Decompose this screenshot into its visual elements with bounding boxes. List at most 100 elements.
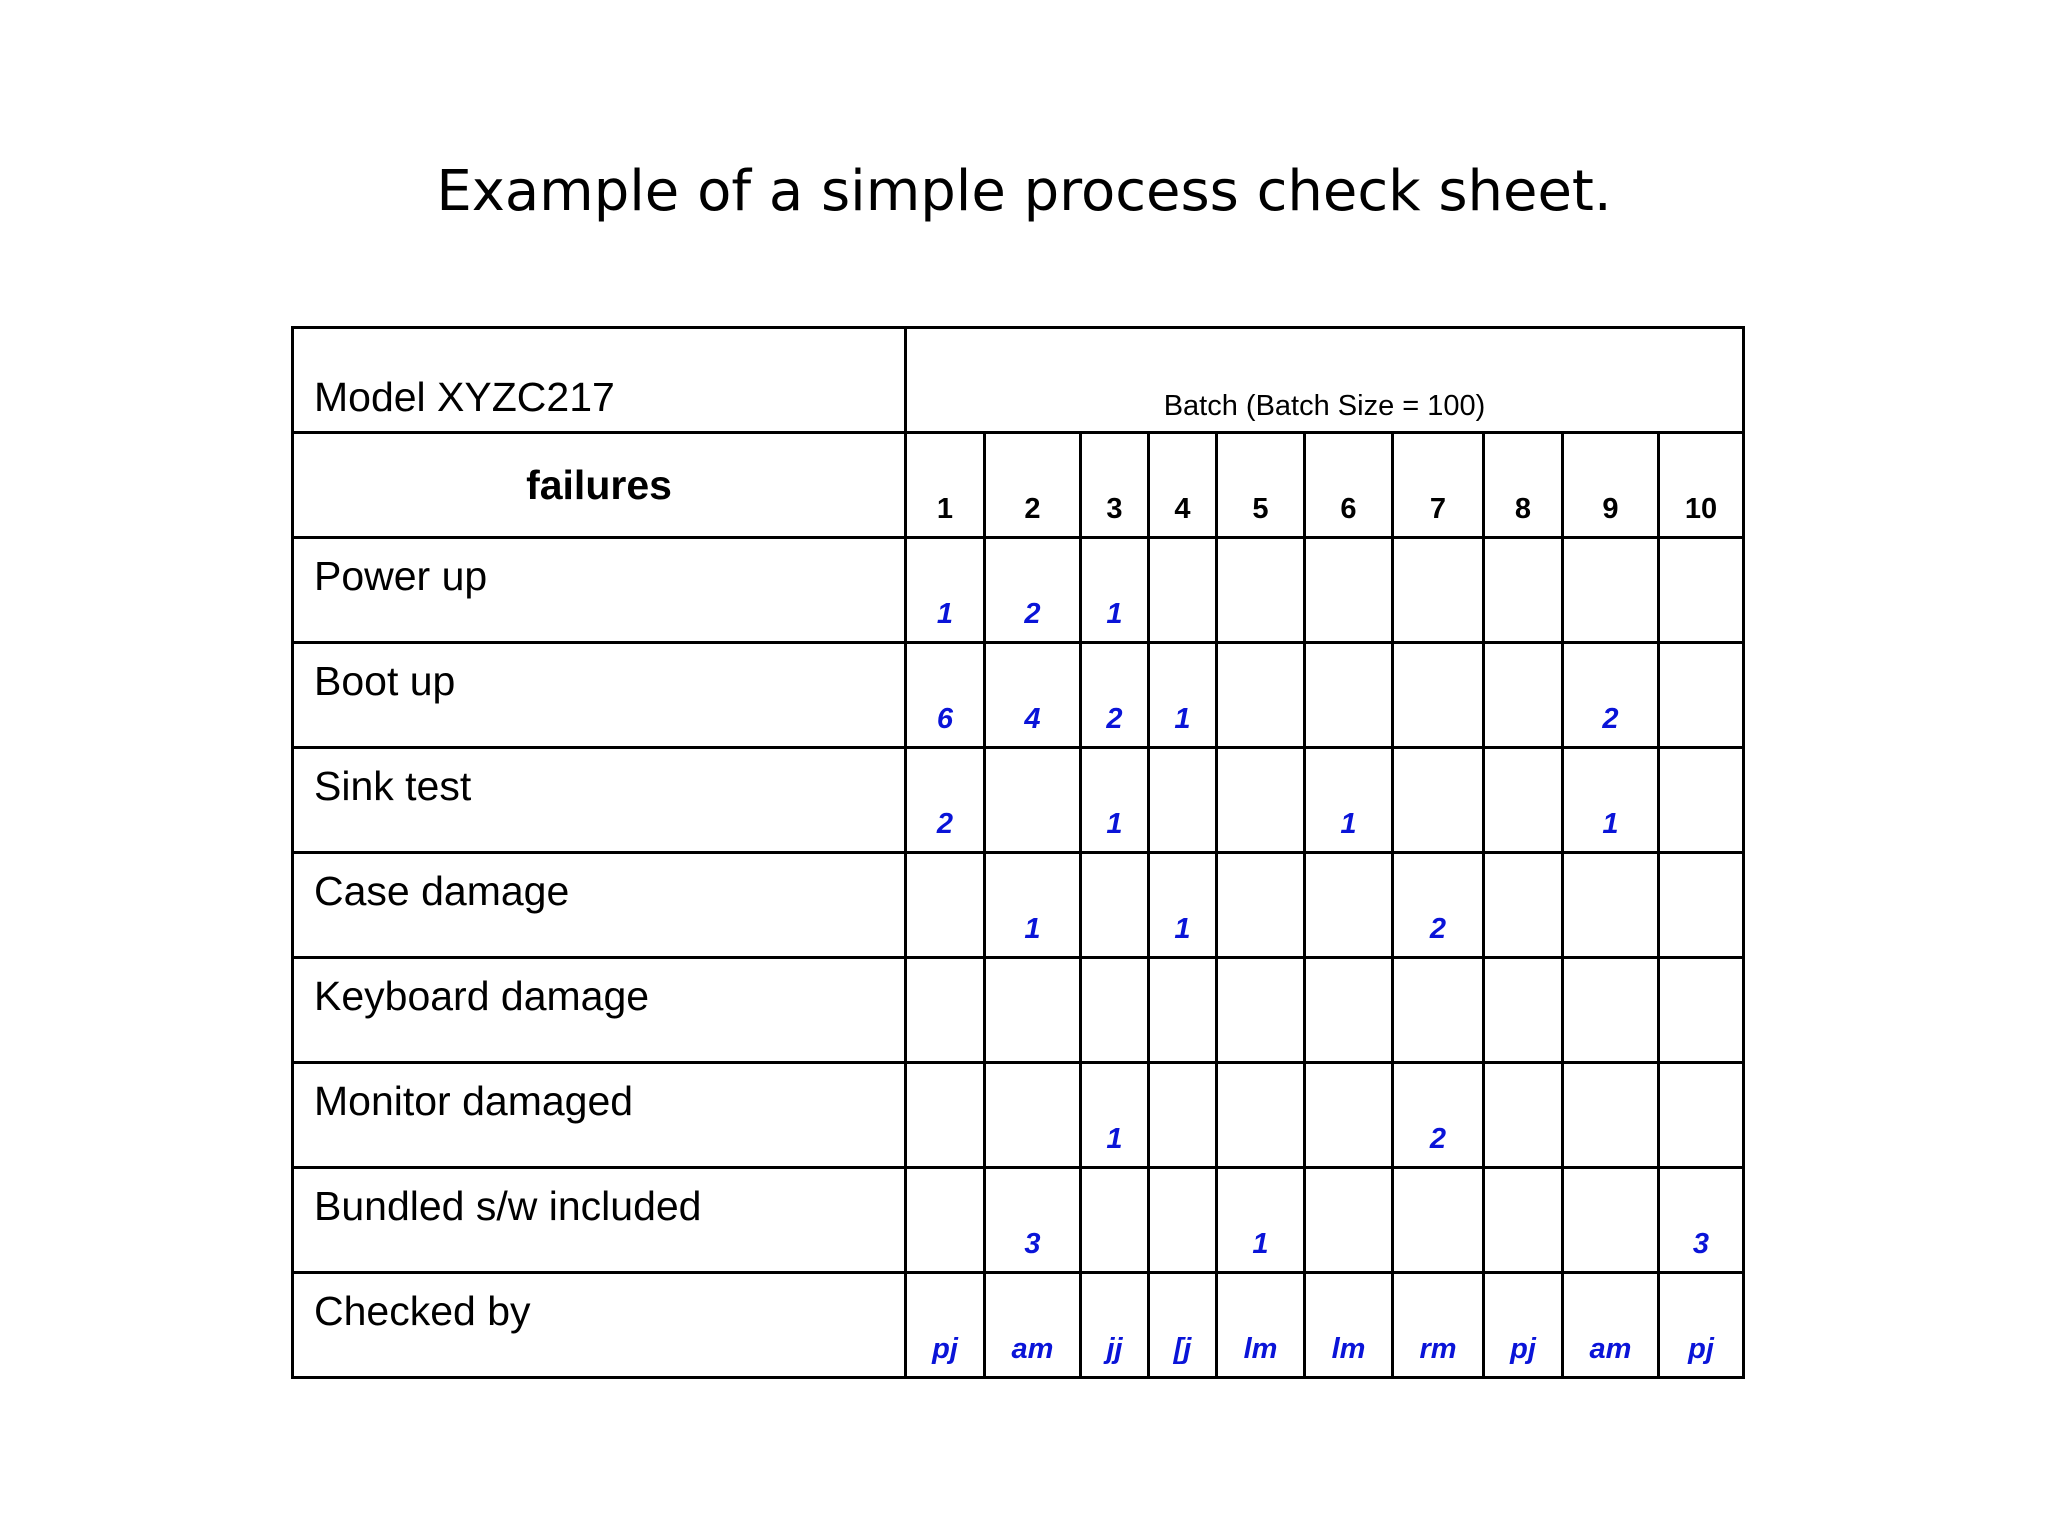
cell-value: pj — [1688, 1333, 1714, 1365]
cell-value: 2 — [1429, 913, 1447, 945]
value-cell — [1147, 1166, 1218, 1274]
cell-value: 1 — [1106, 808, 1123, 840]
value-cell: 1 — [904, 536, 986, 644]
cell-value — [1485, 630, 1561, 641]
batch-number-cell: 2 — [983, 431, 1082, 539]
value-cell — [1147, 956, 1218, 1064]
cell-value — [907, 1050, 983, 1061]
batch-header: Batch (Batch Size = 100) — [1163, 390, 1486, 422]
row-label: Case damage — [314, 868, 570, 914]
value-cell: 1 — [1303, 746, 1394, 854]
value-cell — [1303, 536, 1394, 644]
cell-value: lm — [1243, 1333, 1278, 1365]
row-label-cell: Boot up — [291, 641, 907, 749]
value-cell: 1 — [1147, 641, 1218, 749]
cell-value: 2 — [1429, 1123, 1447, 1155]
value-cell: am — [983, 1271, 1082, 1379]
row-label-cell: Sink test — [291, 746, 907, 854]
value-cell — [1391, 536, 1485, 644]
value-cell — [904, 956, 986, 1064]
value-cell — [904, 1166, 986, 1274]
cell-value — [1660, 735, 1742, 746]
table-row: Sink test 2 1 1 1 — [291, 746, 1745, 854]
cell-value: 1 — [1340, 808, 1357, 840]
value-cell — [1391, 956, 1485, 1064]
cell-value: 2 — [1602, 703, 1619, 735]
batch-number-cell: 4 — [1147, 431, 1218, 539]
cell-value — [1218, 735, 1303, 746]
value-cell — [1561, 1061, 1660, 1169]
value-cell — [1391, 641, 1485, 749]
value-cell — [1215, 956, 1306, 1064]
value-cell: 1 — [1147, 851, 1218, 959]
cell-value — [1485, 1260, 1561, 1271]
value-cell — [1482, 746, 1564, 854]
value-cell — [1303, 1166, 1394, 1274]
cell-value — [1660, 840, 1742, 851]
table-row: Boot up 6 4 2 1 2 — [291, 641, 1745, 749]
value-cell — [1079, 851, 1150, 959]
cell-value: 3 — [1692, 1228, 1710, 1260]
value-cell: pj — [1657, 1271, 1745, 1379]
value-cell — [1215, 851, 1306, 959]
cell-value: am — [1589, 1333, 1632, 1365]
value-cell — [1079, 1166, 1150, 1274]
value-cell: 2 — [983, 536, 1082, 644]
value-cell — [1561, 536, 1660, 644]
cell-value — [1082, 1050, 1147, 1061]
cell-value: pj — [932, 1333, 958, 1365]
cell-value: 1 — [1174, 703, 1191, 735]
value-cell — [904, 1061, 986, 1169]
value-cell: 1 — [983, 851, 1082, 959]
cell-value — [1564, 945, 1657, 956]
value-cell — [1561, 956, 1660, 1064]
cell-value: rm — [1419, 1333, 1457, 1365]
row-label: Bundled s/w included — [314, 1183, 702, 1229]
cell-value: 3 — [1024, 1228, 1041, 1260]
table-row: Monitor damaged 1 2 — [291, 1061, 1745, 1169]
page-title: Example of a simple process check sheet. — [436, 159, 1612, 224]
table-row: Keyboard damage — [291, 956, 1745, 1064]
value-cell — [1482, 956, 1564, 1064]
cell-value — [1394, 1050, 1482, 1061]
value-cell — [1657, 641, 1745, 749]
value-cell: am — [1561, 1271, 1660, 1379]
cell-value: 1 — [1106, 1123, 1123, 1155]
row-label: Boot up — [314, 658, 456, 704]
value-cell: jj — [1079, 1271, 1150, 1379]
cell-value: 2 — [936, 808, 954, 840]
cell-value — [1485, 1050, 1561, 1061]
cell-value: 1 — [936, 598, 954, 630]
model-cell: Model XYZC217 — [291, 326, 907, 434]
value-cell — [904, 851, 986, 959]
cell-value — [1485, 840, 1561, 851]
cell-value — [1150, 840, 1215, 851]
value-cell — [1657, 1061, 1745, 1169]
value-cell — [1147, 746, 1218, 854]
value-cell — [1147, 536, 1218, 644]
value-cell — [1657, 851, 1745, 959]
value-cell — [1215, 1061, 1306, 1169]
row-label: Checked by — [314, 1288, 531, 1334]
cell-value — [1485, 735, 1561, 746]
batch-header-cell: Batch (Batch Size = 100) — [904, 326, 1745, 434]
cell-value — [1660, 1155, 1742, 1166]
row-label-cell: Keyboard damage — [291, 956, 907, 1064]
batch-number: 7 — [1429, 493, 1447, 525]
cell-value: 1 — [1602, 808, 1619, 840]
cell-value — [1150, 1050, 1215, 1061]
value-cell — [1391, 1166, 1485, 1274]
batch-number: 10 — [1684, 493, 1718, 525]
cell-value — [1394, 840, 1482, 851]
cell-value: 4 — [1024, 703, 1041, 735]
failures-header: failures — [526, 461, 672, 508]
table-row: Bundled s/w included 3 1 3 — [291, 1166, 1745, 1274]
cell-value: 2 — [1024, 598, 1041, 630]
cell-value — [1564, 1050, 1657, 1061]
batch-number: 8 — [1514, 493, 1532, 525]
cell-value — [1660, 945, 1742, 956]
value-cell: 2 — [904, 746, 986, 854]
value-cell: lm — [1215, 1271, 1306, 1379]
value-cell — [1482, 641, 1564, 749]
value-cell: 1 — [1079, 536, 1150, 644]
